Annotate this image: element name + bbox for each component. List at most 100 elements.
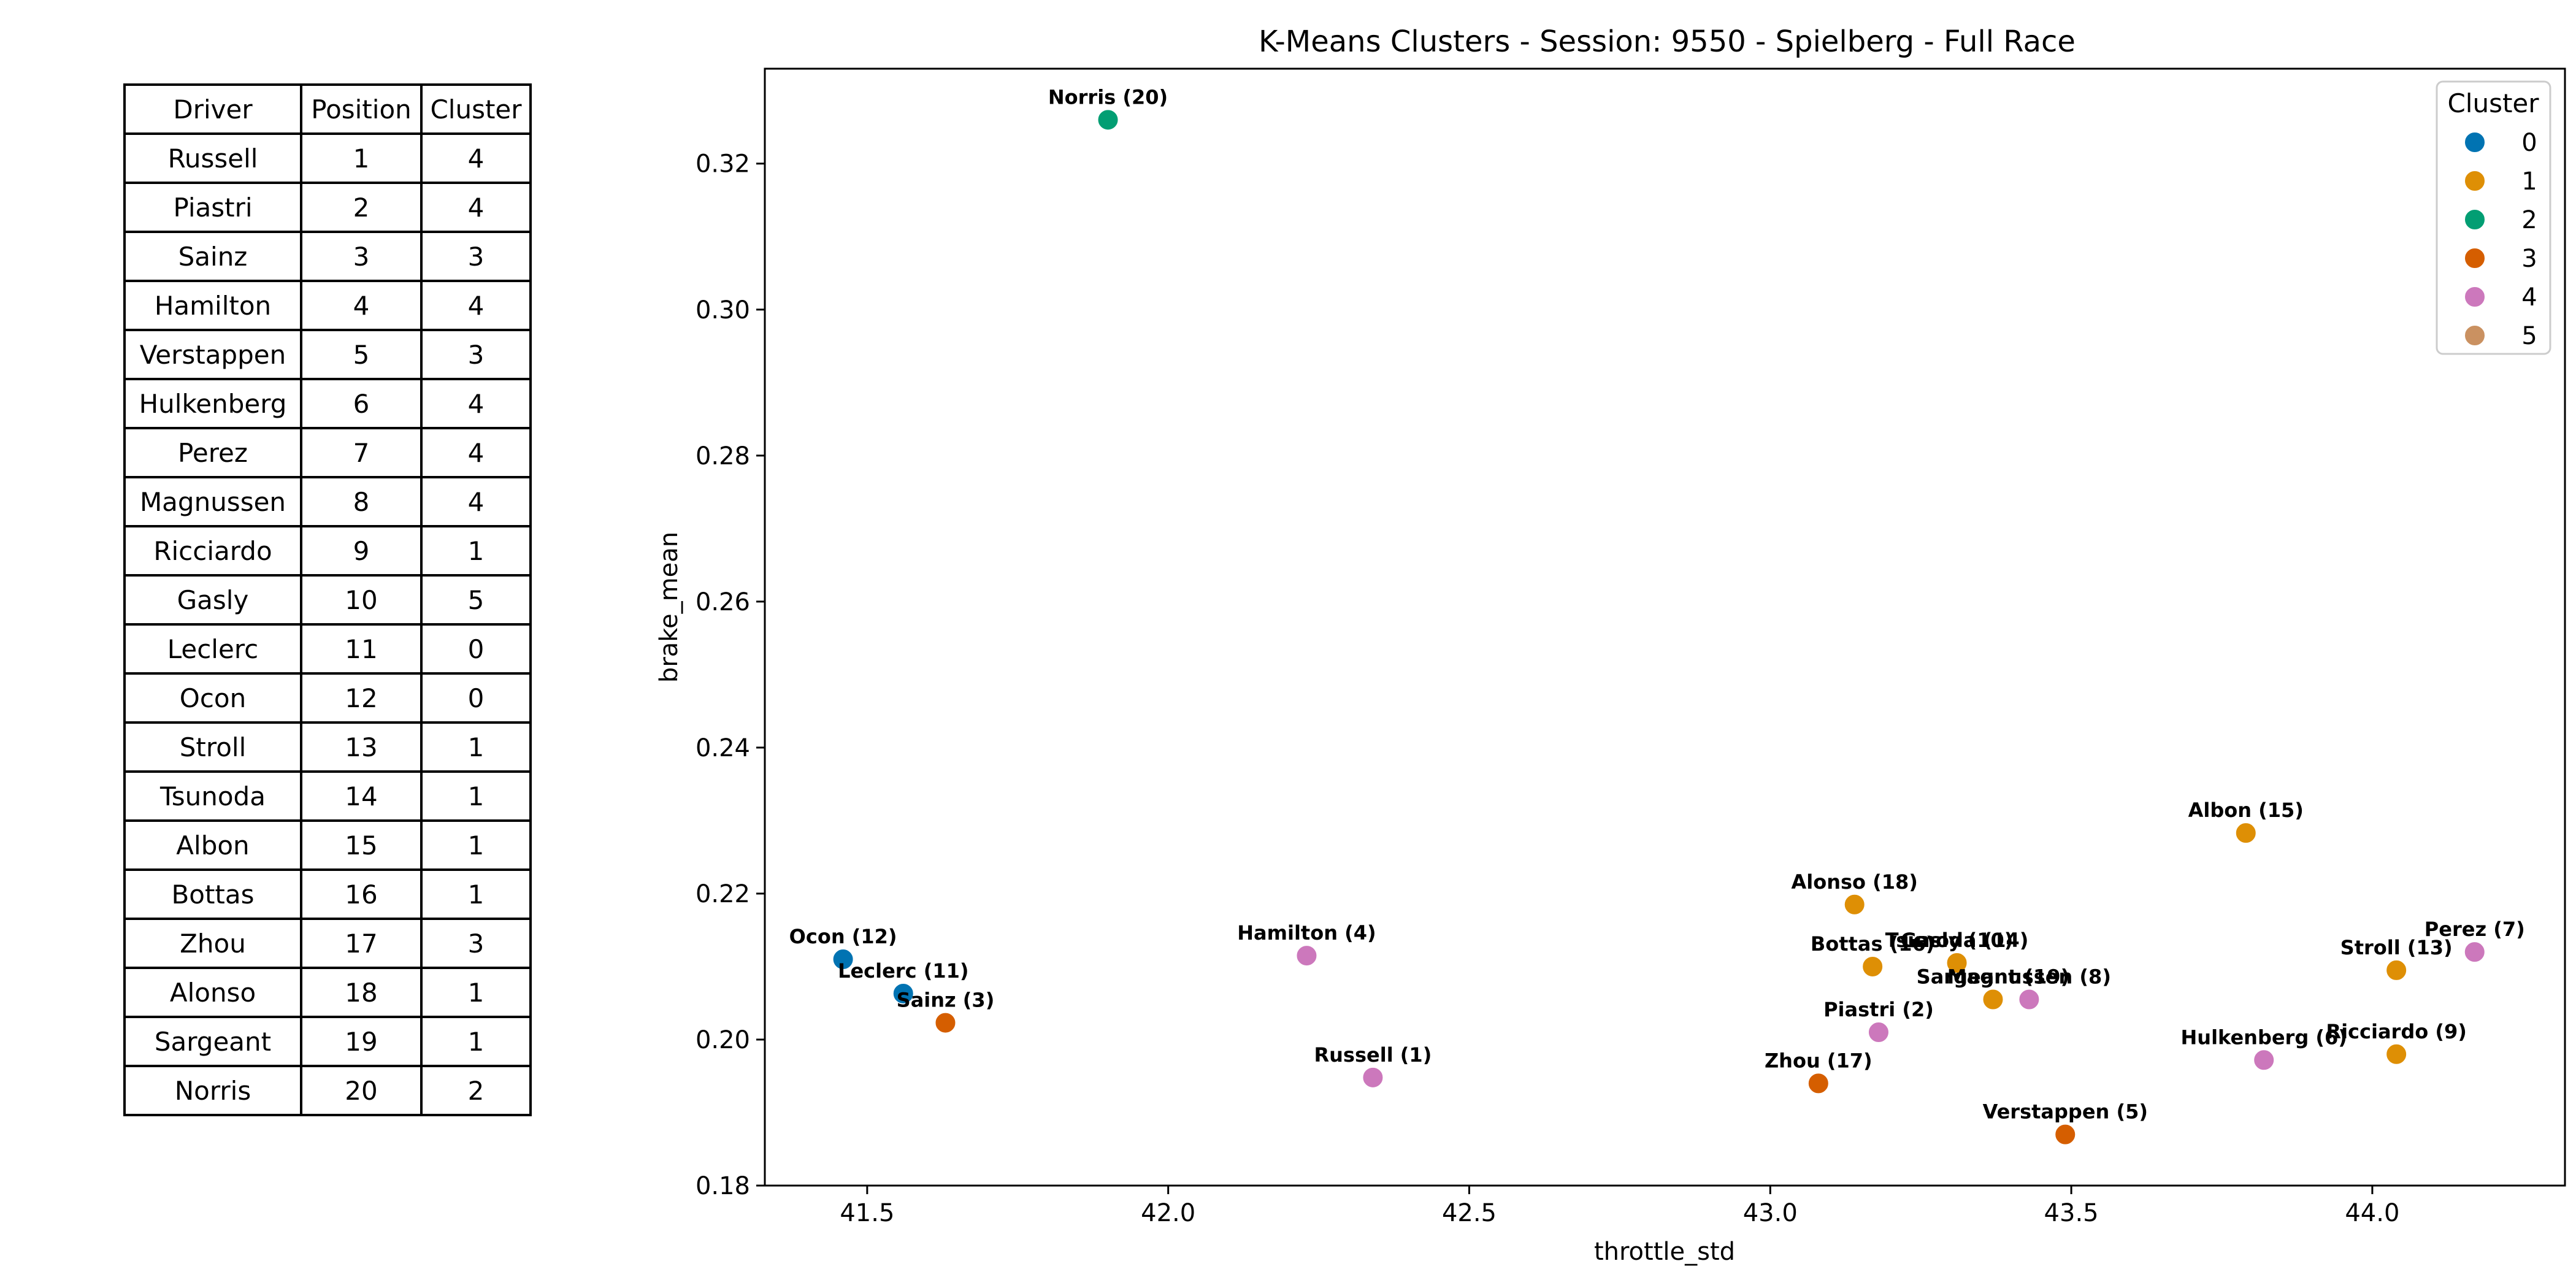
position-cell: 9 (300, 525, 423, 577)
point-label: Albon (15) (2188, 799, 2304, 822)
position-cell: 13 (300, 721, 423, 773)
x-tick-label: 43.5 (2044, 1199, 2099, 1227)
table-row: Stroll 13 1 (123, 721, 532, 773)
cluster-cell: 4 (420, 280, 532, 331)
table-row: Ricciardo 9 1 (123, 525, 532, 577)
cluster-cell: 1 (420, 770, 532, 822)
cluster-cell: 0 (420, 623, 532, 675)
table-row: Magnussen 8 4 (123, 476, 532, 527)
data-point (1945, 951, 1968, 974)
legend-box (2436, 80, 2551, 355)
driver-cell: Norris (123, 1065, 302, 1116)
data-point (1295, 945, 1318, 967)
cluster-cell: 1 (420, 721, 532, 773)
legend-label: 1 (2521, 167, 2537, 196)
driver-cell: Gasly (123, 574, 302, 626)
driver-cell: Verstappen (123, 329, 302, 380)
cluster-cell: 4 (420, 182, 532, 233)
driver-cell: Alonso (123, 967, 302, 1018)
table-row: Gasly 10 5 (123, 574, 532, 626)
point-label: Bottas (16) (1811, 932, 1935, 956)
position-cell: 17 (300, 918, 423, 969)
data-point (1097, 109, 1119, 131)
position-cell: 6 (300, 378, 423, 429)
position-cell: 16 (300, 868, 423, 920)
legend-label: 2 (2521, 206, 2537, 234)
position-cell: 10 (300, 574, 423, 626)
position-cell: 7 (300, 427, 423, 478)
x-axis: 41.5 42.0 42.5 43.0 43.5 44.0 (840, 1186, 2399, 1227)
data-point (2234, 822, 2257, 845)
x-tick-label: 42.5 (1442, 1199, 1497, 1227)
data-point (2054, 1123, 2077, 1146)
point-labels: Norris (20) Ocon (12) Leclerc (11) Sainz (3… (789, 85, 2525, 1123)
driver-cell: Perez (123, 427, 302, 478)
position-cell: 3 (300, 231, 423, 282)
point-label: Piastri (2) (1823, 998, 1934, 1021)
header-driver: Driver (123, 83, 302, 135)
table-row: Zhou 17 3 (123, 918, 532, 969)
cluster-cell: 3 (420, 918, 532, 969)
cluster-cell: 1 (420, 1016, 532, 1067)
y-tick-label: 0.24 (696, 734, 750, 762)
table-row: Tsunoda 14 1 (123, 770, 532, 822)
position-cell: 5 (300, 329, 423, 380)
data-point (1362, 1066, 1384, 1089)
y-tick-label: 0.32 (696, 150, 750, 178)
position-cell: 18 (300, 967, 423, 1018)
driver-cell: Stroll (123, 721, 302, 773)
cluster-cell: 0 (420, 672, 532, 724)
cluster-cell: 4 (420, 427, 532, 478)
cluster-cell: 1 (420, 868, 532, 920)
cluster-cell: 1 (420, 819, 532, 871)
chart-title: K-Means Clusters - Session: 9550 - Spiel… (1259, 25, 2076, 59)
data-point (2018, 988, 2041, 1011)
driver-cell: Zhou (123, 918, 302, 969)
legend-label: 4 (2521, 283, 2537, 312)
cluster-cell: 4 (420, 476, 532, 527)
driver-cell: Russell (123, 132, 302, 184)
legend-title: Cluster (2447, 88, 2539, 118)
point-label: Stroll (13) (2340, 936, 2453, 959)
x-tick-label: 44.0 (2345, 1199, 2399, 1227)
position-cell: 15 (300, 819, 423, 871)
cluster-cell: 1 (420, 525, 532, 577)
point-label: Leclerc (11) (838, 959, 968, 983)
y-axis-label: brake_mean (655, 532, 683, 683)
results-table: Driver Position Cluster Russell 1 4 Piastr… (123, 83, 532, 1116)
y-tick-label: 0.26 (696, 588, 750, 616)
position-cell: 14 (300, 770, 423, 822)
table-row: Piastri 2 4 (123, 182, 532, 233)
data-point (1982, 988, 2004, 1011)
cluster-cell: 2 (420, 1065, 532, 1116)
point-label: Ocon (12) (789, 925, 897, 948)
table-row: Russell 1 4 (123, 132, 532, 184)
data-point (1861, 955, 1884, 978)
x-tick-label: 41.5 (840, 1199, 894, 1227)
data-point (892, 982, 914, 1005)
point-label: Zhou (17) (1765, 1049, 1873, 1072)
legend-label: 0 (2521, 129, 2537, 157)
legend-marker (2464, 170, 2486, 192)
table-row: Sargeant 19 1 (123, 1016, 532, 1067)
legend-label: 3 (2521, 245, 2537, 273)
point-label: Russell (1) (1314, 1043, 1432, 1067)
data-point (1867, 1021, 1890, 1044)
x-tick-label: 42.0 (1141, 1199, 1195, 1227)
table-row: Bottas 16 1 (123, 868, 532, 920)
legend-marker (2464, 131, 2486, 153)
table-row: Albon 15 1 (123, 819, 532, 871)
driver-cell: Hamilton (123, 280, 302, 331)
point-label: Alonso (18) (1791, 870, 1917, 894)
cluster-cell: 3 (420, 329, 532, 380)
cluster-cell: 1 (420, 967, 532, 1018)
point-label: Magnussen (8) (1947, 965, 2111, 989)
legend-label: 5 (2521, 322, 2537, 350)
position-cell: 1 (300, 132, 423, 184)
legend-entries: 0 1 2 3 4 5 (2464, 129, 2537, 350)
data-point (2385, 1043, 2408, 1065)
position-cell: 2 (300, 182, 423, 233)
cluster-cell: 4 (420, 378, 532, 429)
point-label: Gasly (10) (1901, 929, 2014, 952)
header-cluster: Cluster (420, 83, 532, 135)
